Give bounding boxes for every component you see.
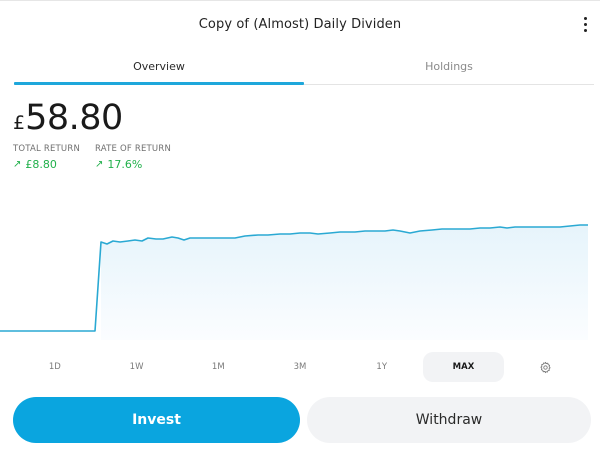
arrow-up-right-icon: ↗	[13, 159, 22, 170]
more-vertical-icon	[583, 28, 587, 32]
range-selector: 1D 1W 1M 3M 1Y MAX	[14, 352, 586, 382]
rate-of-return-label: RATE OF RETURN	[95, 144, 172, 154]
range-1y[interactable]: 1Y	[376, 362, 388, 372]
total-return-value: £8.80	[25, 158, 57, 171]
range-1m[interactable]: 1M	[211, 362, 225, 372]
invest-button[interactable]: Invest	[13, 397, 300, 443]
rate-of-return-row: ↗ 17.6%	[95, 158, 171, 171]
rate-of-return-value: 17.6%	[107, 158, 143, 171]
total-return-label: TOTAL RETURN	[13, 144, 81, 154]
chart-area-fill	[101, 225, 588, 340]
top-divider	[0, 0, 600, 1]
tab-holdings[interactable]: Holdings	[425, 60, 473, 73]
portfolio-value: £ 58.80	[13, 98, 123, 138]
arrow-up-right-icon: ↗	[95, 159, 104, 170]
more-menu-button[interactable]	[580, 14, 590, 34]
range-1d[interactable]: 1D	[48, 362, 61, 372]
more-vertical-icon	[583, 22, 587, 26]
currency-symbol: £	[13, 112, 26, 134]
header: Copy of (Almost) Daily Dividen	[0, 0, 600, 48]
gear-icon	[540, 361, 551, 373]
range-1w[interactable]: 1W	[129, 362, 144, 372]
page-title: Copy of (Almost) Daily Dividen	[198, 16, 402, 32]
value-amount: 58.80	[25, 98, 123, 138]
range-3m[interactable]: 3M	[293, 362, 307, 372]
more-vertical-icon	[583, 16, 587, 20]
chart-line	[0, 224, 588, 332]
range-max[interactable]: MAX	[422, 352, 505, 382]
tab-bar: Overview Holdings	[14, 52, 594, 85]
total-return: TOTAL RETURN ↗ £8.80	[13, 144, 80, 171]
performance-chart[interactable]	[0, 195, 600, 340]
total-return-row: ↗ £8.80	[13, 158, 80, 171]
tab-overview[interactable]: Overview	[14, 52, 304, 85]
withdraw-button[interactable]: Withdraw	[307, 397, 591, 443]
rate-of-return: RATE OF RETURN ↗ 17.6%	[95, 144, 171, 171]
chart-settings-button[interactable]	[504, 352, 586, 382]
